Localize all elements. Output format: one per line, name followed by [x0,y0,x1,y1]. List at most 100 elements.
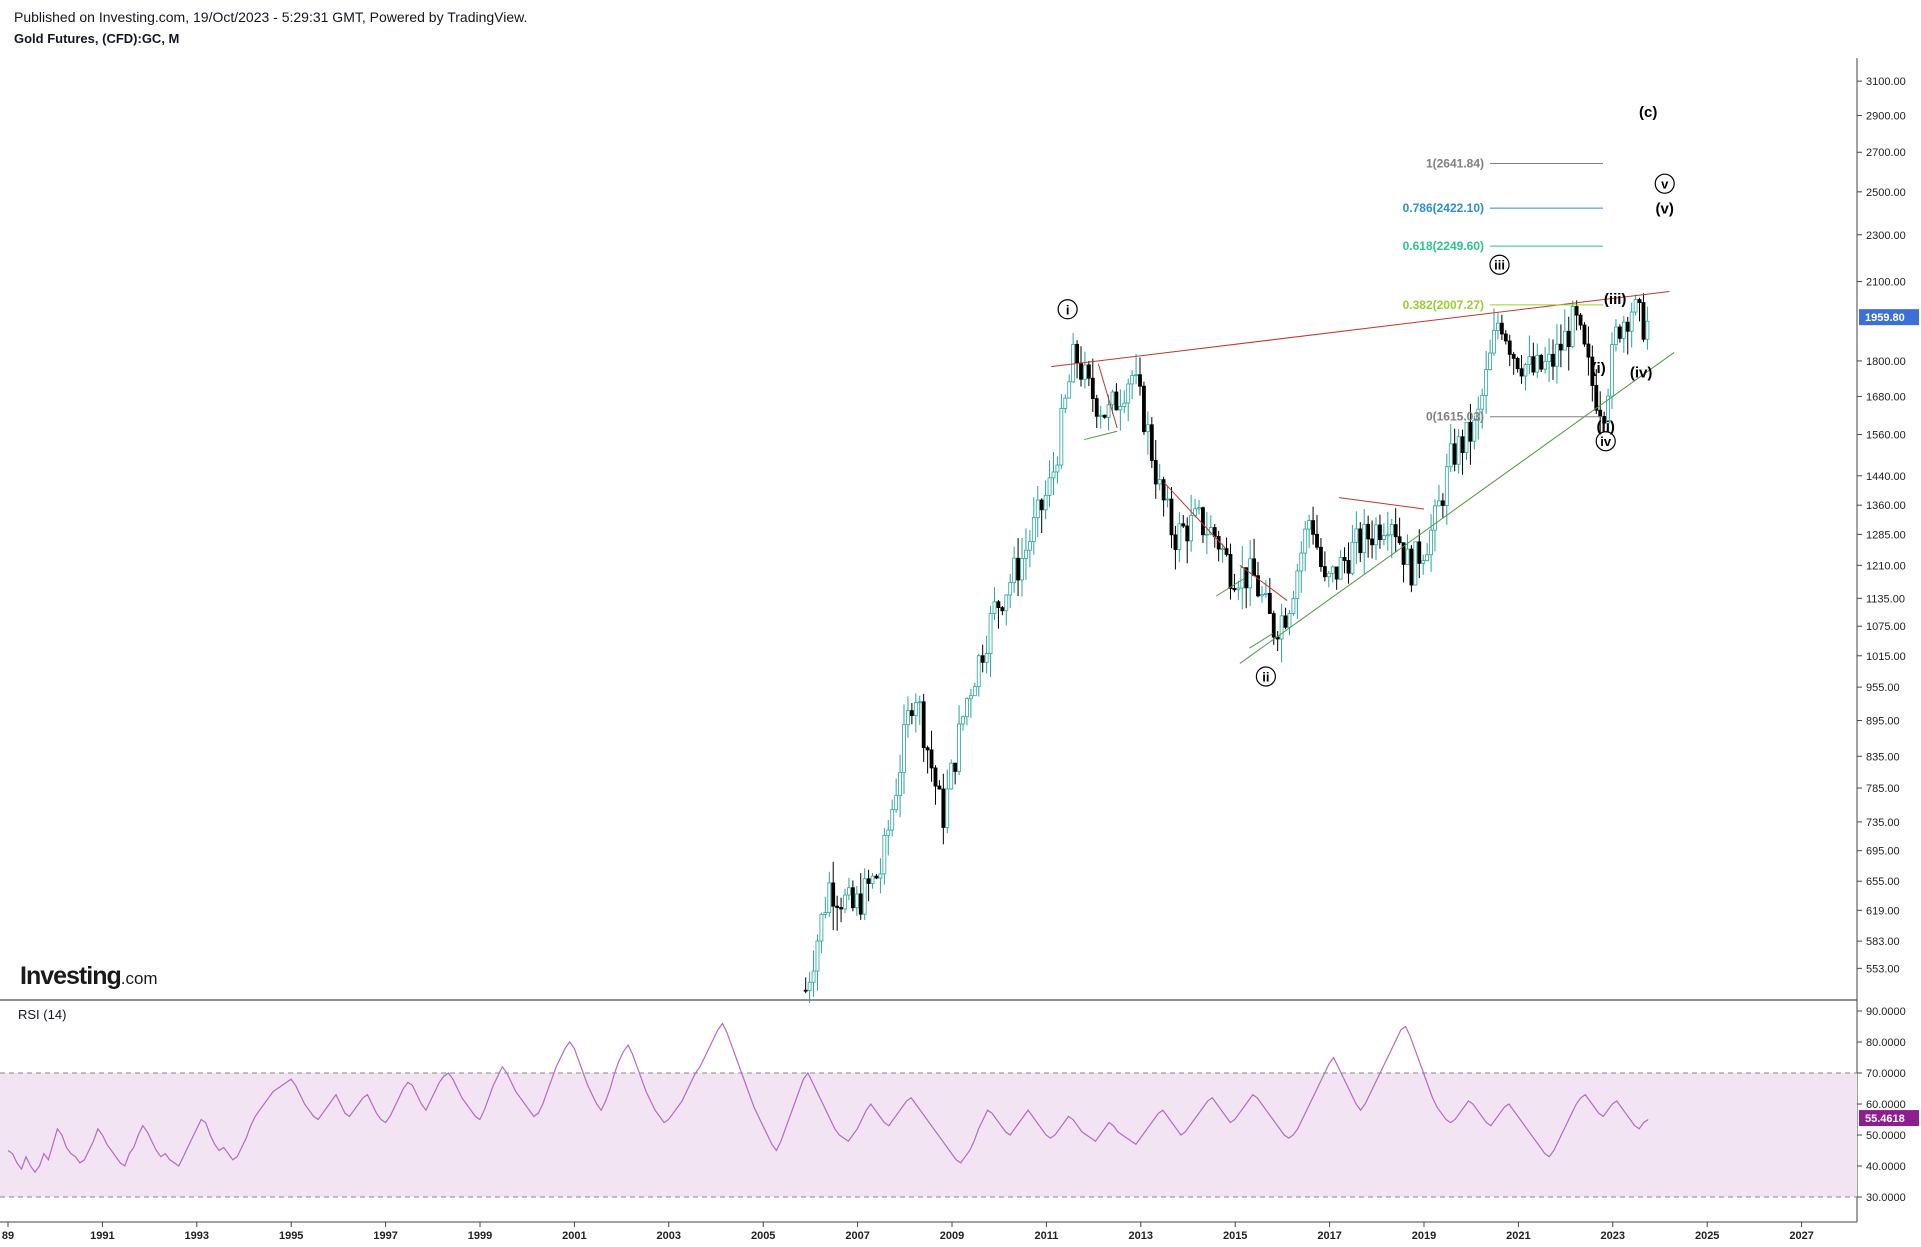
candle [870,873,875,889]
candle [968,688,973,718]
candle-down-body [921,701,926,749]
candle-down-body [1256,575,1260,597]
candle-up-body [819,913,824,942]
candle [1429,514,1433,572]
candle-up-body [1492,330,1496,354]
candle-down-body [803,989,808,992]
candle [1153,439,1158,499]
candle [1177,511,1182,563]
year-tick-label: 2013 [1129,1230,1153,1242]
candle-up-body [811,970,816,983]
candle-up-body [1362,523,1367,554]
price-tick-label: 785.00 [1866,783,1900,795]
candle-up-body [1429,529,1433,556]
candle [1220,543,1225,563]
year-tick-label: 2027 [1789,1230,1813,1242]
candle-up-body [827,882,832,913]
candle [1617,324,1622,343]
candle-down-body [1315,533,1319,548]
candle [843,888,847,913]
price-tick-label: 2900.00 [1866,110,1906,122]
candle-up-body [1496,322,1500,331]
price-tick-label: 583.00 [1866,936,1900,948]
candle [1000,606,1005,616]
candle [1570,300,1575,349]
candle-up-body [1098,414,1103,417]
candle-down-body [1358,528,1363,554]
candle [1106,394,1111,431]
candle-up-body [1110,391,1115,406]
candle-down-body [1319,546,1323,567]
candle [1381,523,1386,546]
candle-down-body [1574,306,1579,316]
year-tick-label: 2021 [1506,1230,1530,1242]
candle-down-body [866,878,871,884]
candle [1507,334,1512,367]
candle [1291,590,1296,616]
candle-up-body [1444,466,1449,506]
candle [1645,306,1650,350]
candle-up-body [1610,344,1614,397]
year-tick-label: 2015 [1223,1230,1247,1242]
candle [1256,561,1260,598]
price-tick-label: 2500.00 [1866,187,1906,199]
price-tick-label: 955.00 [1866,682,1900,694]
candle-down-body [996,601,1001,609]
candle-down-body [1114,391,1119,411]
candle [1448,424,1453,473]
fib-level-label: 1(2641.84) [1426,156,1484,170]
candle-down-body [1378,524,1382,540]
candle [1330,565,1335,583]
candle-down-body [1252,558,1256,577]
resistance-trendline [1164,482,1227,549]
candle [1354,511,1359,565]
candle-up-body [1043,494,1048,511]
candle [1543,346,1548,374]
price-tick-label: 1560.00 [1866,430,1906,442]
candle [1535,343,1540,378]
candle [1102,414,1107,419]
candle [894,778,899,813]
candle-down-body [1507,340,1512,355]
wave-label: (c) [1639,104,1657,121]
rsi-tick-label: 70.0000 [1866,1068,1906,1080]
candle [898,754,902,818]
candle-down-body [1578,314,1583,326]
candle-down-body [1586,343,1591,358]
candle [1413,541,1418,586]
candle [1169,487,1174,549]
candle [1035,486,1040,538]
candle-down-body [1153,460,1158,485]
candle-down-body [1039,499,1044,511]
candle-up-body [957,723,961,772]
rsi-tick-label: 30.0000 [1866,1192,1906,1204]
candle [1016,538,1020,596]
rsi-band [0,1073,1857,1197]
candle-up-body [1240,567,1245,589]
candle-down-body [1149,424,1154,461]
candle [882,828,887,885]
candle [862,868,867,920]
candle-up-body [949,762,954,790]
candle [1484,350,1489,414]
candle [953,762,958,785]
candle-up-body [902,724,906,773]
price-tick-label: 3100.00 [1866,76,1906,88]
candle [1551,339,1555,380]
candle-down-body [1169,498,1174,536]
candle [1389,518,1394,559]
candle [1523,362,1528,391]
candle [1433,499,1437,552]
candle [1492,308,1496,356]
candle [1464,421,1469,461]
candle-down-body [1311,520,1315,535]
candle [1574,300,1579,331]
candle [945,769,950,834]
candle-up-body [1488,352,1492,371]
year-tick-label: 89 [2,1230,14,1242]
candle-down-body [1366,523,1371,540]
candle [1283,607,1288,630]
wave-label: iv [1600,434,1612,449]
